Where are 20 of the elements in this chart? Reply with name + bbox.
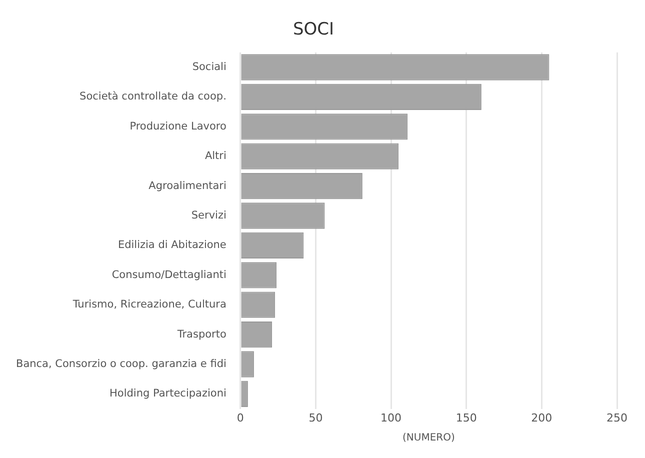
x-axis-title: (NUMERO)	[402, 432, 455, 444]
y-tick-label: Consumo/Dettaglianti	[112, 268, 226, 281]
chart-title: SOCI	[292, 20, 334, 40]
x-tick-label: 150	[456, 411, 477, 424]
y-tick-label: Holding Partecipazioni	[110, 388, 226, 400]
y-tick-label: Produzione Lavoro	[130, 120, 226, 132]
x-tick-label: 100	[380, 411, 402, 424]
y-tick-label: Società controllate da coop.	[80, 90, 226, 103]
y-tick-label: Trasporto	[176, 328, 226, 340]
x-tick-label: 0	[236, 411, 244, 424]
y-tick-label: Turismo, Ricreazione, Cultura	[72, 298, 226, 311]
y-tick-label: Agroalimentari	[148, 180, 226, 192]
x-tick-label: 200	[531, 411, 552, 424]
y-tick-label: Servizi	[191, 209, 226, 222]
y-tick-label: Sociali	[192, 60, 226, 73]
x-tick-label: 50	[308, 411, 323, 424]
y-tick-label: Edilizia di Abitazione	[118, 239, 226, 252]
x-tick-label: 250	[606, 411, 628, 424]
y-tick-label: Altri	[204, 150, 226, 162]
y-tick-label: Banca, Consorzio o coop. garanzia e fidi	[16, 358, 226, 370]
